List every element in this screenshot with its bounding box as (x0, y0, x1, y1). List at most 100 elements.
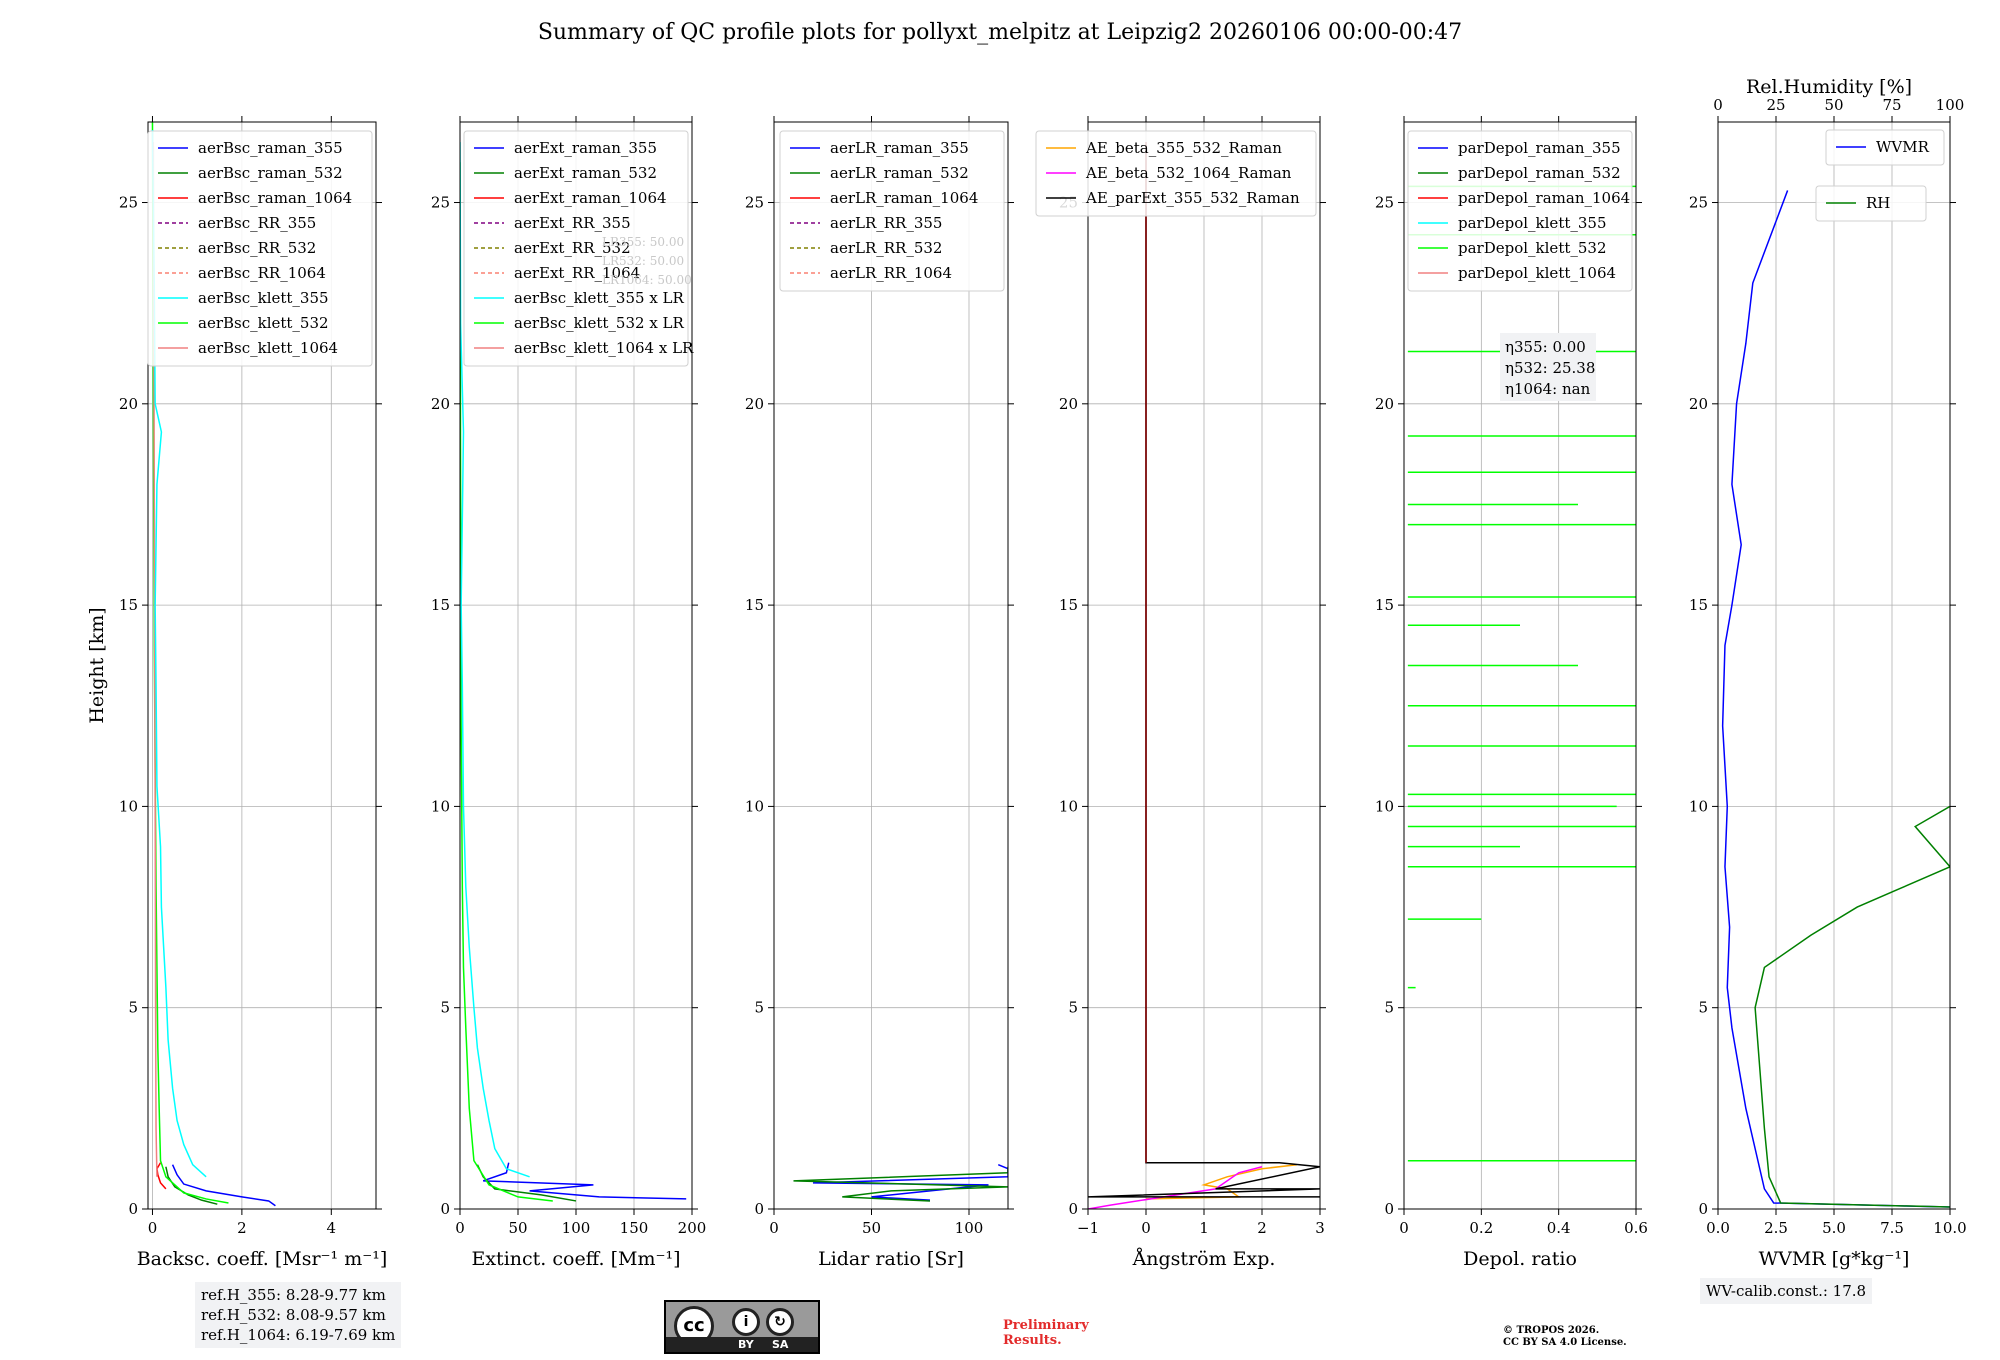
y-tick-label-4: 20 (1375, 395, 1394, 413)
y-tick-label-5: 25 (745, 194, 764, 212)
wv-calib-box: WV-calib.const.: 17.8 (1700, 1278, 1873, 1304)
legend-label-1: aerBsc_raman_532 (198, 164, 343, 182)
y-tick-label-1: 5 (754, 999, 764, 1017)
series-aerBsc_klett_532 x LR (460, 162, 553, 1202)
y-tick-label-0: 0 (1384, 1200, 1394, 1218)
y-tick-label-0: 0 (1698, 1200, 1708, 1218)
legend-label-0: AE_beta_355_532_Raman (1085, 139, 1282, 157)
legend-label-0: aerLR_raman_355 (830, 139, 969, 157)
y-tick-label-3: 15 (431, 596, 450, 614)
legend-box (1825, 129, 1945, 166)
y-tick-label-3: 15 (745, 596, 764, 614)
plot-frame (1403, 121, 1637, 1210)
legend-label-4: aerLR_RR_532 (830, 239, 942, 257)
chart-panel-5: 0 0.2 0.4 0.6 0 5 10 15 20 25 Depol. ratio parDepol… (1375, 116, 1648, 1270)
y-tick-label-4: 20 (1689, 395, 1708, 413)
legend-1: aerBsc_raman_355 aerBsc_raman_532 aerBsc_r… (147, 130, 373, 367)
x-axis-label: WVMR [g*kg⁻¹] (1759, 1248, 1910, 1270)
legend-box (1407, 130, 1633, 292)
chart-panel-4: −101230510152025Ångström Exp.AE_beta_355… (1035, 116, 1326, 1270)
x-tick-label-2: 5.0 (1822, 1219, 1846, 1237)
y-tick-label-3: 15 (1059, 596, 1078, 614)
x-tick-label-1: 50 (508, 1219, 527, 1237)
y-tick-label-3: 15 (1375, 596, 1394, 614)
x-tick-label-0: 0 (1399, 1219, 1409, 1237)
legend-box (147, 130, 373, 367)
figure-title: Summary of QC profile plots for pollyxt_… (537, 20, 1463, 45)
y-tick-label-0: 0 (1068, 1200, 1078, 1218)
ref-height-1064: ref.H_1064: 6.19-7.69 km (201, 1326, 396, 1344)
chart-panel-1: 0 2 4 0 5 10 15 20 25 Backsc. coeff. [Msr⁻¹ m⁻¹] H… (86, 116, 387, 1270)
y-tick-label-1: 5 (1068, 999, 1078, 1017)
legend-label-2: parDepol_raman_1064 (1458, 189, 1630, 207)
x-tick-label-1: 2 (237, 1219, 247, 1237)
y-tick-label-1: 5 (440, 999, 450, 1017)
x-axis-label: Depol. ratio (1463, 1248, 1577, 1270)
preliminary-line-2: Results. (1003, 1333, 1062, 1348)
copyright-line-2: CC BY SA 4.0 License. (1503, 1337, 1627, 1348)
legend-1: aerLR_raman_355 aerLR_raman_532 aerLR_rama… (779, 130, 1005, 292)
lidar-ratio-note-0: LR355: 50.00 (602, 235, 684, 249)
legend-label-4: aerExt_RR_532 (514, 239, 631, 257)
series-group (1721, 190, 1950, 1208)
legend-label-8: aerBsc_klett_1064 (198, 339, 338, 357)
series-aerBsc_klett_355 x LR (460, 142, 530, 1178)
eta-note-2: η1064: nan (1505, 380, 1591, 398)
x-tick-label-1: 0 (1141, 1219, 1151, 1237)
x-tick-label-4: 10.0 (1933, 1219, 1966, 1237)
cc-license-badge: cc i ↻ BY SA (664, 1300, 820, 1354)
attribution-icon: i (732, 1308, 760, 1336)
x-tick-label-4: 3 (1315, 1219, 1325, 1237)
y-tick-label-5: 25 (431, 194, 450, 212)
series-AE_beta_532_1064_Raman (1088, 1166, 1263, 1209)
legend-box (463, 130, 689, 367)
legend-label-0: parDepol_raman_355 (1458, 139, 1621, 157)
series-group (151, 122, 276, 1207)
y-tick-label-0: 0 (440, 1200, 450, 1218)
legend-label-8: aerBsc_klett_1064 x LR (514, 339, 694, 357)
legend-label-7: aerBsc_klett_532 (198, 314, 329, 332)
series-aerBsc_klett_355 (151, 130, 207, 1178)
legend-label-3: aerExt_RR_355 (514, 214, 631, 232)
y-axis-label: Height [km] (86, 607, 108, 723)
x-tick-label-2: 1 (1199, 1219, 1209, 1237)
wv-calib-const: WV-calib.const.: 17.8 (1706, 1282, 1867, 1300)
legend-label-5: aerExt_RR_1064 (514, 264, 640, 282)
x-tick-label-2: 100 (562, 1219, 591, 1237)
y-tick-label-4: 20 (119, 395, 138, 413)
legend-label-2: aerExt_raman_1064 (514, 189, 667, 207)
legend-label-1: parDepol_raman_532 (1458, 164, 1621, 182)
badge-by-label: BY (738, 1338, 754, 1351)
y-tick-label-1: 5 (128, 999, 138, 1017)
y-tick-label-5: 25 (119, 194, 138, 212)
lidar-ratio-note-2: LR1064: 50.00 (602, 273, 692, 287)
legend-1: parDepol_raman_355 parDepol_raman_532 parD… (1407, 130, 1633, 292)
y-tick-label-2: 10 (431, 797, 450, 815)
y-tick-label-5: 25 (1689, 194, 1708, 212)
y-tick-label-4: 20 (745, 395, 764, 413)
y-tick-label-2: 10 (1375, 797, 1394, 815)
lidar-ratio-note-1: LR532: 50.00 (602, 254, 684, 268)
series-AE_parExt_355_532_Raman (1088, 142, 1320, 1198)
x-tick-label-0: 0 (455, 1219, 465, 1237)
eta-note-0: η355: 0.00 (1505, 338, 1586, 356)
series-WVMR (1721, 190, 1950, 1208)
y-tick-label-0: 0 (128, 1200, 138, 1218)
ref-heights-box: ref.H_355: 8.28-9.77 km ref.H_532: 8.08-… (195, 1282, 402, 1348)
legend-label-6: aerBsc_klett_355 x LR (514, 289, 685, 307)
chart-panel-6: 0.0 2.5 5.0 7.5 10.0 0 5 10 15 20 25 WVMR [g*kg⁻¹] W… (1689, 76, 1967, 1270)
x-tick-label-3: 150 (620, 1219, 649, 1237)
legend-label-1: aerExt_raman_532 (514, 164, 657, 182)
legend-label-7: aerBsc_klett_532 x LR (514, 314, 685, 332)
series-aerBsc_raman_355 (171, 1164, 276, 1207)
y-tick-label-2: 10 (1689, 797, 1708, 815)
y-tick-label-4: 20 (431, 395, 450, 413)
y-tick-label-3: 15 (119, 596, 138, 614)
x-tick-label-1: 50 (862, 1219, 881, 1237)
legend-label-2: aerLR_raman_1064 (830, 189, 978, 207)
preliminary-note: Preliminary Results. (1003, 1318, 1089, 1348)
legend-label-3: parDepol_klett_355 (1458, 214, 1607, 232)
series-RH (1754, 805, 1950, 1208)
x-tick-label-0: −1 (1077, 1219, 1099, 1237)
